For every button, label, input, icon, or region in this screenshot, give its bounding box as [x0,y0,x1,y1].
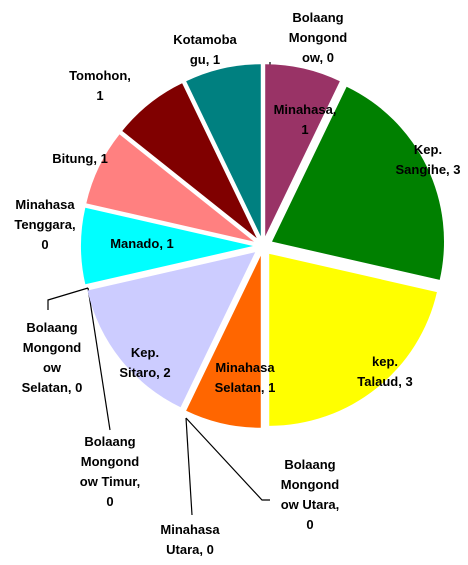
pie-slice [122,83,257,239]
pie-slice [86,134,254,242]
slice-label: Bolaang Mongondow Timur, 0 [79,434,141,509]
pie-slice [265,64,340,237]
slice-label: Tomohon, 1 [69,68,131,103]
slice-label: kep. Talaud, 3 [357,354,413,389]
leader-line [185,417,270,501]
pie-slice [272,86,445,280]
leader-line [185,417,193,516]
slice-label: Minahasa Selatan, 1 [214,360,276,395]
slice-label: Kep. Sangihe, 3 [395,142,461,177]
slice-label: Bolaang Mongondow, 0 [288,10,348,65]
slice-label: Bitung, 1 [52,151,108,166]
leader-line [87,287,111,431]
slice-label: Minahasa Tenggara, 0 [14,197,76,252]
slice-label: Bolaang Mongondow Selatan, 0 [21,320,83,395]
slice-label: Manado, 1 [110,236,174,251]
pie-slice [186,255,261,428]
slice-label: Kep. Sitaro, 2 [119,345,171,380]
pie-slice [269,253,437,426]
slice-label: Minahasa Utara, 0 [160,522,220,557]
pie-slice [81,207,254,285]
pie-slice [186,64,261,237]
leader-line [47,287,89,310]
slice-label: Kotamobagu, 1 [173,32,237,67]
slice-label: Minahasa, 1 [273,102,337,137]
slice-label: Bolaang Mongondow Utara, 0 [280,457,340,532]
pie-slice [87,252,256,408]
